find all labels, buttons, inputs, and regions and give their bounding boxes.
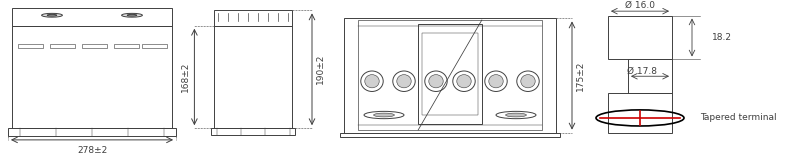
Text: Ø 16.0: Ø 16.0 [625,1,655,10]
Text: 168±2: 168±2 [182,62,190,92]
Bar [12,26,172,128]
Bar [8,128,176,136]
Circle shape [122,13,142,17]
Bar [12,8,172,26]
Ellipse shape [489,75,503,88]
Text: 18.2: 18.2 [712,33,732,42]
Bar [422,33,478,115]
Circle shape [374,113,394,117]
Text: 175±2: 175±2 [576,60,585,91]
Bar [18,44,43,48]
Bar [50,44,75,48]
Bar [142,44,167,48]
Bar [358,20,542,130]
Bar [628,59,672,93]
Bar [418,24,482,124]
Ellipse shape [457,75,471,88]
Circle shape [506,113,526,117]
Bar [608,93,672,133]
Ellipse shape [365,75,379,88]
Circle shape [42,13,62,17]
Bar [340,133,560,137]
Bar [344,18,556,133]
Circle shape [127,14,137,16]
Bar [82,44,107,48]
Ellipse shape [521,75,535,88]
Bar [211,128,295,135]
Ellipse shape [397,75,411,88]
Bar [608,16,672,59]
Text: Ø 17.8: Ø 17.8 [627,67,657,76]
Text: Tapered terminal: Tapered terminal [700,113,777,122]
Bar [114,44,139,48]
Text: 190±2: 190±2 [316,54,325,84]
Circle shape [47,14,57,16]
Bar [214,26,292,128]
Ellipse shape [429,75,443,88]
Bar [214,10,292,26]
Text: 278±2: 278±2 [77,146,107,155]
